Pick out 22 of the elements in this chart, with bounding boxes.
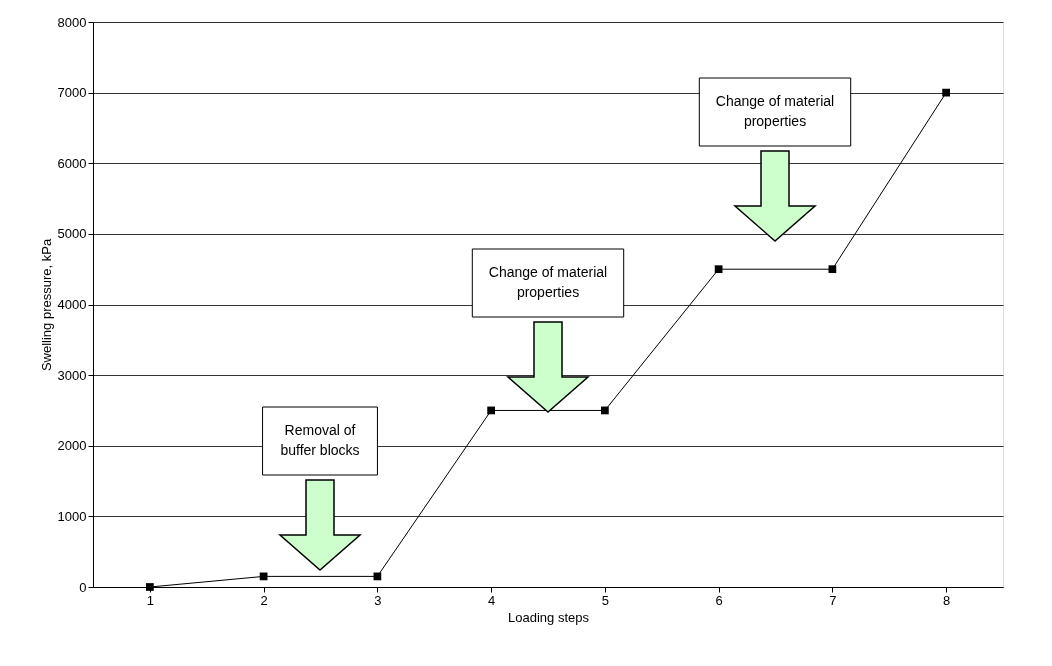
y-tick-label: 5000 xyxy=(57,226,87,242)
y-tick-label: 4000 xyxy=(57,297,87,312)
y-tick-label: 6000 xyxy=(57,155,87,171)
x-tick-label: 8 xyxy=(943,592,951,608)
y-tick-label: 7000 xyxy=(57,85,87,101)
annotation: Change of material properties xyxy=(488,264,608,300)
annotation: Change of material properties xyxy=(715,93,835,129)
y-tick-label: 2000 xyxy=(57,438,87,454)
y-axis-title: Swelling pressure, kPa xyxy=(38,238,54,372)
x-tick-label: 1 xyxy=(146,592,154,608)
annotation: Removal of buffer blocks xyxy=(280,422,360,458)
y-tick-label: 1000 xyxy=(57,508,87,524)
x-tick-label: 6 xyxy=(715,592,723,608)
x-tick-label: 5 xyxy=(601,592,609,608)
x-tick-label: 3 xyxy=(374,592,382,608)
x-axis-title: Loading steps xyxy=(508,609,590,625)
y-tick-label: 0 xyxy=(79,579,87,595)
y-tick-label: 3000 xyxy=(57,367,87,383)
x-tick-label: 4 xyxy=(488,592,496,608)
x-tick-label: 7 xyxy=(829,592,837,608)
y-tick-label: 8000 xyxy=(57,14,87,30)
x-tick-label: 2 xyxy=(260,592,268,608)
